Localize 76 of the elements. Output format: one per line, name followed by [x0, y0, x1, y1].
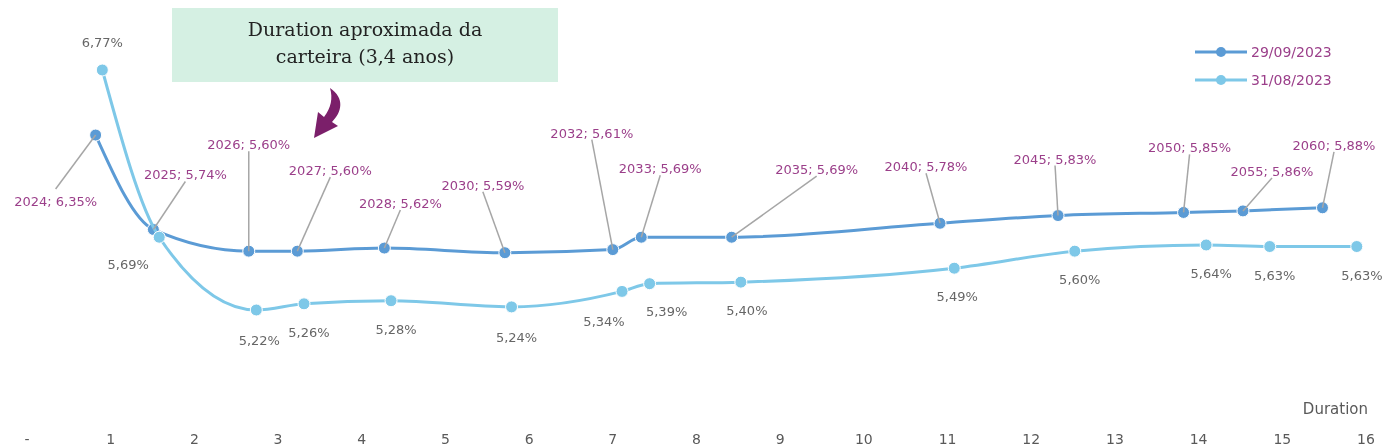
- data-label: 2024; 6,35%: [14, 194, 98, 210]
- data-label: 6,77%: [81, 35, 123, 50]
- data-label: 5,28%: [375, 321, 417, 337]
- point: [643, 277, 657, 291]
- point: [1177, 205, 1191, 219]
- data-label: 5,64%: [1190, 265, 1232, 281]
- x-tick-label: 6: [524, 431, 534, 447]
- point: [1350, 240, 1364, 254]
- x-tick-label: 8: [692, 431, 701, 447]
- x-tick-label: 3: [273, 431, 283, 447]
- data-label: 2026; 5,60%: [207, 137, 291, 153]
- data-label: 2025; 5,74%: [143, 167, 227, 183]
- x-tick-label: 2: [189, 431, 199, 447]
- point: [152, 230, 166, 244]
- x-tick-label: 4: [357, 431, 367, 447]
- data-label: 5,63%: [1254, 267, 1296, 283]
- point: [606, 243, 620, 257]
- data-label: 5,49%: [936, 289, 978, 305]
- data-label: 2032; 5,61%: [550, 125, 634, 141]
- legend-label: 31/08/2023: [1251, 72, 1332, 88]
- point: [1236, 204, 1250, 218]
- point: [1263, 240, 1277, 254]
- data-label: 2027; 5,60%: [288, 163, 372, 179]
- x-tick-label: 7: [608, 431, 618, 447]
- text: Duration aproximada da carteira (3,4 anos): [247, 18, 483, 67]
- data-label: 2035; 5,69%: [775, 162, 859, 178]
- data-label: 2045; 5,83%: [1013, 151, 1097, 167]
- point: [1068, 244, 1082, 258]
- point: [290, 244, 304, 258]
- point: [947, 261, 961, 275]
- data-label: 2030; 5,59%: [441, 177, 525, 193]
- point: [95, 63, 109, 77]
- x-tick-label: -: [24, 431, 30, 447]
- x-tick-label: 5: [440, 431, 450, 447]
- point: [89, 128, 103, 142]
- legend-label: 29/09/2023: [1251, 44, 1332, 60]
- data-label: 5,60%: [1059, 272, 1101, 288]
- data-label: 5,26%: [288, 324, 330, 340]
- point: [1315, 201, 1329, 215]
- point: [725, 230, 739, 244]
- data-label: 2028; 5,62%: [358, 196, 442, 212]
- data-label: 2060; 5,88%: [1292, 137, 1376, 153]
- data-label: 2050; 5,85%: [1148, 140, 1232, 156]
- point: [933, 216, 947, 230]
- x-tick-label: 15: [1273, 431, 1292, 447]
- data-label: 5,63%: [1341, 267, 1383, 283]
- point: [498, 246, 512, 260]
- point: [377, 241, 391, 255]
- data-label: 5,34%: [583, 314, 625, 330]
- x-axis-title: Duration: [1302, 400, 1368, 418]
- data-label: 2040; 5,78%: [884, 159, 968, 175]
- data-label: 5,24%: [495, 329, 538, 345]
- x-tick-label: 1: [106, 431, 116, 447]
- x-tick-label: 10: [854, 431, 873, 447]
- point: [734, 275, 748, 289]
- data-label: 2033; 5,69%: [618, 161, 702, 177]
- point: [384, 294, 398, 308]
- x-tick-label: 11: [938, 431, 957, 447]
- point: [242, 244, 256, 258]
- x-tick-label: 9: [775, 431, 785, 447]
- point: [615, 284, 629, 298]
- point: [297, 297, 311, 311]
- data-label: 5,39%: [645, 303, 688, 319]
- x-tick-label: 14: [1189, 431, 1208, 447]
- data-label: 5,22%: [238, 333, 280, 348]
- point: [1199, 238, 1213, 252]
- x-tick-label: 13: [1106, 431, 1124, 447]
- x-tick-label: 12: [1022, 431, 1041, 447]
- data-label: 5,40%: [726, 303, 768, 319]
- data-label: 5,69%: [107, 257, 149, 273]
- point: [249, 303, 263, 317]
- x-tick-label: 16: [1357, 431, 1375, 447]
- data-label: 2055; 5,86%: [1230, 163, 1314, 179]
- point: [634, 230, 648, 244]
- point: [1051, 209, 1065, 223]
- point: [505, 300, 519, 314]
